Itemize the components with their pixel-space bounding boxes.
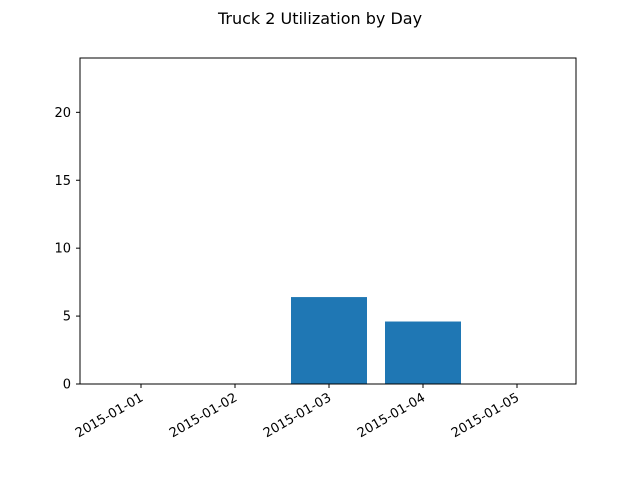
bars-layer xyxy=(291,297,461,384)
plot-frame xyxy=(79,57,577,385)
bar-2015-01-04 xyxy=(385,321,461,384)
bar-2015-01-03 xyxy=(291,297,367,384)
y-tick-label: 10 xyxy=(54,242,71,257)
chart-title: Truck 2 Utilization by Day xyxy=(217,9,422,28)
y-tick-label: 15 xyxy=(54,174,71,189)
y-tick-label: 20 xyxy=(54,106,71,121)
y-tick-label: 0 xyxy=(63,378,71,393)
y-tick-label: 5 xyxy=(63,310,71,325)
